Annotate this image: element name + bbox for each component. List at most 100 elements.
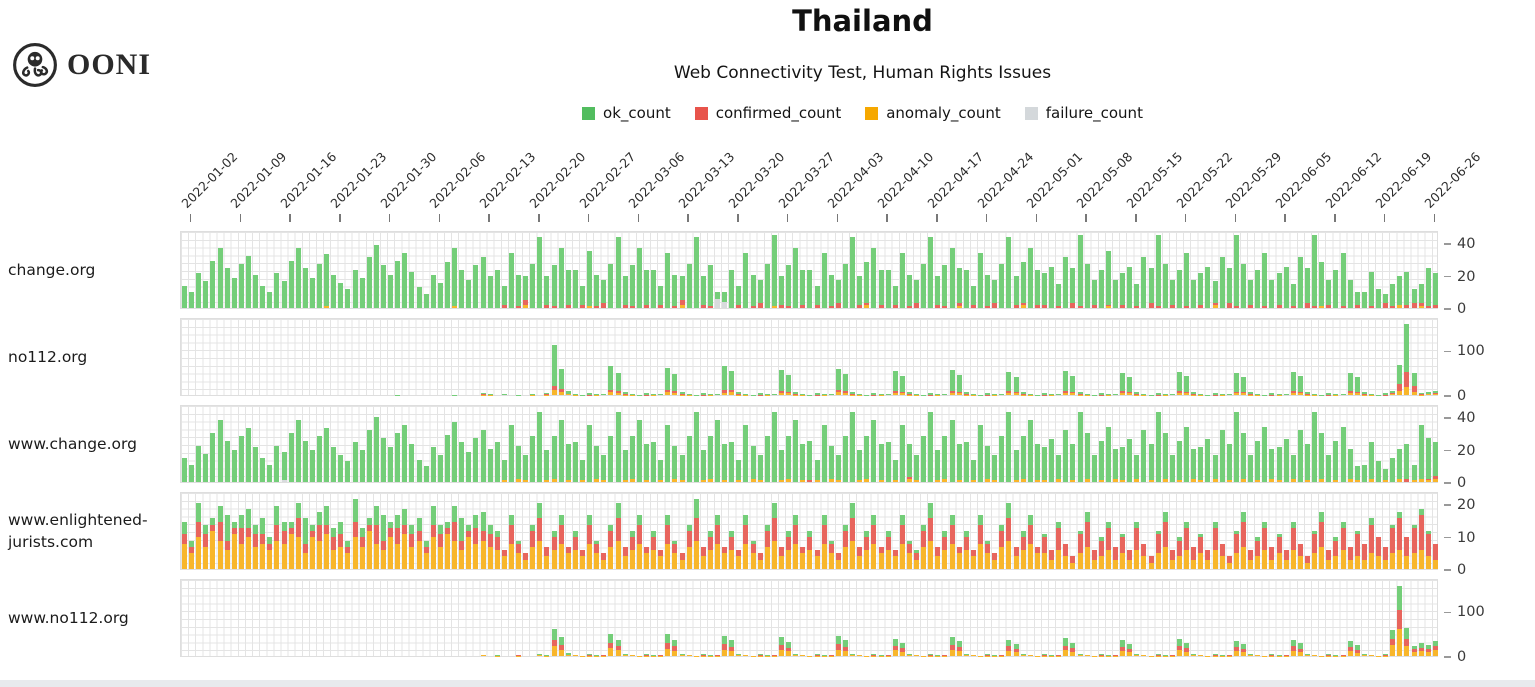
bar-www.change.org-day-33[interactable]	[416, 406, 422, 482]
bar-www.change.org-day-128[interactable]	[1091, 406, 1097, 482]
bar-www.change.org-day-16[interactable]	[295, 406, 301, 482]
bar-no112.org-day-61[interactable]	[615, 319, 621, 395]
bar-change.org-day-163[interactable]	[1340, 232, 1346, 308]
bar-www.change.org-day-96[interactable]	[864, 406, 870, 482]
bar-www.no112.org-day-87[interactable]	[800, 580, 806, 656]
bar-www.enlightened-jurists.com-day-149[interactable]	[1240, 493, 1246, 569]
bar-www.change.org-day-41[interactable]	[473, 406, 479, 482]
bar-www.change.org-day-31[interactable]	[402, 406, 408, 482]
bar-change.org-day-17[interactable]	[302, 232, 308, 308]
bar-change.org-day-61[interactable]	[615, 232, 621, 308]
bar-www.no112.org-day-65[interactable]	[643, 580, 649, 656]
bar-change.org-day-1[interactable]	[189, 232, 195, 308]
bar-www.change.org-day-142[interactable]	[1191, 406, 1197, 482]
bar-change.org-day-43[interactable]	[487, 232, 493, 308]
bar-change.org-day-129[interactable]	[1098, 232, 1104, 308]
bar-www.change.org-day-160[interactable]	[1319, 406, 1325, 482]
bar-no112.org-day-133[interactable]	[1127, 319, 1133, 395]
bar-www.change.org-day-55[interactable]	[572, 406, 578, 482]
bar-www.no112.org-day-130[interactable]	[1105, 580, 1111, 656]
bar-no112.org-day-171[interactable]	[1397, 319, 1403, 395]
bar-www.no112.org-day-166[interactable]	[1361, 580, 1367, 656]
bar-www.change.org-day-48[interactable]	[523, 406, 529, 482]
bar-change.org-day-144[interactable]	[1205, 232, 1211, 308]
bar-www.enlightened-jurists.com-day-78[interactable]	[736, 493, 742, 569]
bar-no112.org-day-112[interactable]	[978, 319, 984, 395]
bar-www.no112.org-day-157[interactable]	[1297, 580, 1303, 656]
bar-www.enlightened-jurists.com-day-101[interactable]	[899, 493, 905, 569]
bar-www.enlightened-jurists.com-day-49[interactable]	[530, 493, 536, 569]
bar-change.org-day-143[interactable]	[1198, 232, 1204, 308]
bar-www.no112.org-day-112[interactable]	[978, 580, 984, 656]
bar-www.enlightened-jurists.com-day-90[interactable]	[821, 493, 827, 569]
bar-change.org-day-23[interactable]	[345, 232, 351, 308]
bar-www.no112.org-day-52[interactable]	[551, 580, 557, 656]
bar-www.change.org-day-152[interactable]	[1262, 406, 1268, 482]
bar-www.change.org-day-129[interactable]	[1098, 406, 1104, 482]
bar-www.change.org-day-163[interactable]	[1340, 406, 1346, 482]
bar-no112.org-day-120[interactable]	[1034, 319, 1040, 395]
bar-change.org-day-71[interactable]	[686, 232, 692, 308]
bar-www.change.org-day-82[interactable]	[764, 406, 770, 482]
bar-no112.org-day-91[interactable]	[828, 319, 834, 395]
bar-change.org-day-139[interactable]	[1169, 232, 1175, 308]
bar-www.change.org-day-63[interactable]	[629, 406, 635, 482]
bar-www.enlightened-jurists.com-day-8[interactable]	[238, 493, 244, 569]
bar-www.enlightened-jurists.com-day-160[interactable]	[1319, 493, 1325, 569]
bar-www.change.org-day-146[interactable]	[1219, 406, 1225, 482]
bar-www.enlightened-jurists.com-day-37[interactable]	[444, 493, 450, 569]
bar-www.change.org-day-13[interactable]	[274, 406, 280, 482]
bar-www.change.org-day-175[interactable]	[1425, 406, 1431, 482]
bar-www.enlightened-jurists.com-day-15[interactable]	[288, 493, 294, 569]
bar-change.org-day-18[interactable]	[309, 232, 315, 308]
bar-change.org-day-21[interactable]	[331, 232, 337, 308]
bar-change.org-day-137[interactable]	[1155, 232, 1161, 308]
bar-www.change.org-day-94[interactable]	[850, 406, 856, 482]
bar-no112.org-day-97[interactable]	[871, 319, 877, 395]
bar-www.change.org-day-100[interactable]	[892, 406, 898, 482]
bar-no112.org-day-170[interactable]	[1390, 319, 1396, 395]
bar-www.enlightened-jurists.com-day-6[interactable]	[224, 493, 230, 569]
bar-change.org-day-55[interactable]	[572, 232, 578, 308]
bar-www.change.org-day-71[interactable]	[686, 406, 692, 482]
bar-no112.org-day-151[interactable]	[1255, 319, 1261, 395]
bar-www.change.org-day-76[interactable]	[722, 406, 728, 482]
bar-www.no112.org-day-97[interactable]	[871, 580, 877, 656]
bar-www.no112.org-day-51[interactable]	[544, 580, 550, 656]
bar-www.change.org-day-115[interactable]	[999, 406, 1005, 482]
bar-www.change.org-day-62[interactable]	[622, 406, 628, 482]
bar-change.org-day-62[interactable]	[622, 232, 628, 308]
bar-no112.org-day-175[interactable]	[1425, 319, 1431, 395]
bar-no112.org-day-122[interactable]	[1049, 319, 1055, 395]
bar-www.enlightened-jurists.com-day-141[interactable]	[1184, 493, 1190, 569]
bar-www.change.org-day-67[interactable]	[658, 406, 664, 482]
bar-no112.org-day-142[interactable]	[1191, 319, 1197, 395]
bar-www.change.org-day-137[interactable]	[1155, 406, 1161, 482]
bar-www.enlightened-jurists.com-day-54[interactable]	[565, 493, 571, 569]
bar-www.change.org-day-131[interactable]	[1113, 406, 1119, 482]
bar-www.no112.org-day-151[interactable]	[1255, 580, 1261, 656]
bar-change.org-day-20[interactable]	[324, 232, 330, 308]
bar-change.org-day-126[interactable]	[1077, 232, 1083, 308]
bar-no112.org-day-173[interactable]	[1411, 319, 1417, 395]
bar-change.org-day-151[interactable]	[1255, 232, 1261, 308]
bar-www.enlightened-jurists.com-day-82[interactable]	[764, 493, 770, 569]
bar-change.org-day-170[interactable]	[1390, 232, 1396, 308]
bar-no112.org-day-167[interactable]	[1368, 319, 1374, 395]
bar-www.no112.org-day-170[interactable]	[1390, 580, 1396, 656]
bar-change.org-day-56[interactable]	[580, 232, 585, 308]
bar-www.no112.org-day-110[interactable]	[963, 580, 969, 656]
bar-www.change.org-day-6[interactable]	[224, 406, 230, 482]
bar-change.org-day-155[interactable]	[1283, 232, 1289, 308]
bar-change.org-day-15[interactable]	[288, 232, 294, 308]
bar-www.no112.org-day-84[interactable]	[779, 580, 785, 656]
bar-www.enlightened-jurists.com-day-153[interactable]	[1269, 493, 1275, 569]
bar-www.change.org-day-21[interactable]	[331, 406, 337, 482]
bar-change.org-day-164[interactable]	[1347, 232, 1353, 308]
bar-www.change.org-day-26[interactable]	[366, 406, 372, 482]
bar-change.org-day-140[interactable]	[1177, 232, 1183, 308]
bar-www.change.org-day-57[interactable]	[587, 406, 593, 482]
bar-www.change.org-day-107[interactable]	[942, 406, 948, 482]
bar-change.org-day-117[interactable]	[1013, 232, 1019, 308]
bar-www.enlightened-jurists.com-day-46[interactable]	[508, 493, 514, 569]
